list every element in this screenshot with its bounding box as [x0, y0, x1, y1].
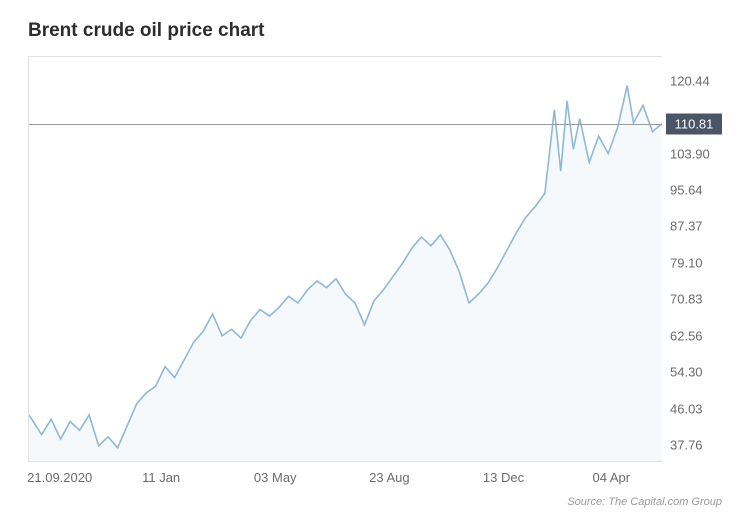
y-tick-label: 120.44	[670, 73, 710, 88]
current-price-badge: 110.81	[666, 113, 722, 134]
y-tick-label: 54.30	[670, 365, 703, 380]
current-price-line	[29, 124, 662, 125]
plot-area: 110.81	[28, 56, 662, 462]
source-caption: Source: The Capital.com Group	[28, 496, 722, 508]
chart-body: 110.81 37.76 46.03 54.30 62.56 70.83 79.10 87.…	[28, 56, 722, 462]
x-tick-label: 04 Apr	[592, 470, 630, 485]
y-tick-label: 62.56	[670, 328, 703, 343]
y-tick-label: 87.37	[670, 219, 703, 234]
x-tick-label: 21.09.2020	[27, 470, 92, 485]
y-tick-label: 95.64	[670, 182, 703, 197]
chart-container: Brent crude oil price chart 110.81 37.76…	[0, 0, 750, 520]
x-tick-label: 03 May	[254, 470, 297, 485]
x-tick-label: 11 Jan	[142, 470, 180, 485]
y-tick-label: 46.03	[670, 401, 703, 416]
x-tick-label: 13 Dec	[483, 470, 524, 485]
line-chart-svg	[29, 57, 662, 461]
y-tick-label: 103.90	[670, 146, 710, 161]
y-tick-label: 37.76	[670, 438, 703, 453]
y-tick-label: 79.10	[670, 255, 703, 270]
y-tick-label: 70.83	[670, 292, 703, 307]
x-tick-label: 23 Aug	[369, 470, 410, 485]
x-axis: 21.09.2020 11 Jan 03 May 23 Aug 13 Dec 04 Apr	[28, 462, 662, 490]
chart-title: Brent crude oil price chart	[28, 20, 722, 42]
